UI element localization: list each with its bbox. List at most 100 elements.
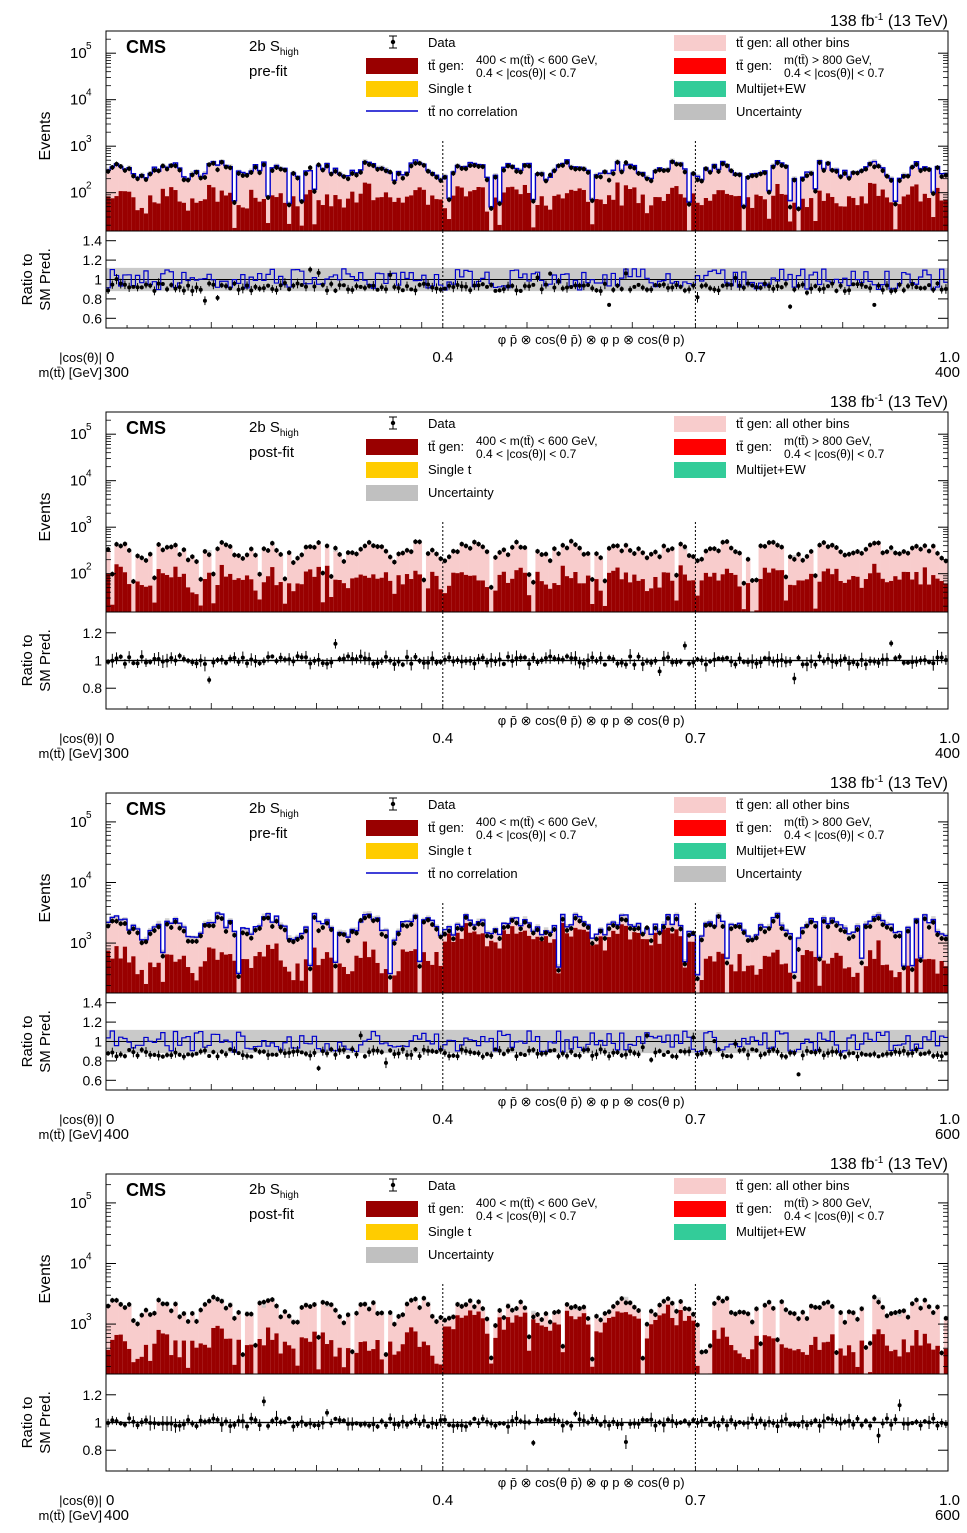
data-point — [325, 164, 329, 168]
data-point — [939, 936, 943, 940]
bin-ttbar-signal — [384, 572, 389, 617]
data-point — [114, 542, 118, 546]
data-point — [447, 198, 451, 202]
data-point — [805, 174, 809, 178]
y-tick-base: 10 — [70, 566, 87, 583]
data-point — [813, 189, 817, 193]
data-point — [249, 936, 253, 940]
data-point — [224, 929, 228, 933]
ratio-point — [190, 1053, 194, 1057]
bin-ttbar-signal — [460, 188, 465, 236]
data-point — [700, 179, 704, 183]
bin-ttbar-signal — [897, 580, 902, 617]
data-point — [304, 929, 308, 933]
energy-label: (13 TeV) — [883, 775, 948, 792]
bottom-label-cos: |cos(θ)| — [59, 731, 102, 746]
bin-ttbar-signal — [426, 588, 431, 617]
ratio-point — [594, 288, 598, 292]
bin-ttbar-signal — [809, 198, 814, 236]
ratio-point — [927, 660, 931, 664]
ratio-point — [140, 285, 144, 289]
bin-ttbar-signal — [375, 579, 380, 617]
ratio-point — [270, 654, 274, 658]
legend-extra: m(tt̄) > 800 GeV, — [784, 815, 872, 829]
data-point — [544, 179, 548, 183]
ratio-point — [397, 660, 401, 664]
legend-item-darkred: tt̄ gen:400 < m(tt̄) < 600 GeV,0.4 < |co… — [366, 815, 598, 842]
data-point — [144, 177, 148, 181]
bin-ttbar-signal — [333, 195, 338, 236]
bin-ttbar-signal — [165, 196, 170, 236]
ratio-point — [611, 657, 615, 661]
ratio-point — [434, 661, 438, 665]
data-point — [329, 574, 333, 578]
bin-ttbar-signal — [123, 572, 128, 617]
ratio-point — [401, 288, 405, 292]
data-point — [304, 171, 308, 175]
data-point — [721, 540, 725, 544]
bin-ttbar-signal — [851, 576, 856, 617]
category-label: 2b Shigh — [249, 419, 299, 439]
ratio-tick-label: 1.2 — [83, 625, 103, 641]
ratio-point — [371, 662, 375, 666]
bin-ttbar-signal — [767, 219, 772, 236]
ratio-point — [106, 289, 110, 293]
bin-ttbar-signal — [733, 575, 738, 617]
data-point — [283, 577, 287, 581]
data-point — [801, 558, 805, 562]
legend-label: Single t — [428, 843, 472, 858]
ratio-point — [775, 659, 779, 663]
data-point — [902, 549, 906, 553]
bin-ttbar-signal — [359, 958, 364, 998]
ratio-point — [287, 287, 291, 291]
legend-item-data: Data — [389, 797, 456, 812]
y-tick-base: 10 — [70, 185, 87, 202]
ratio-point — [460, 284, 464, 288]
ratio-point — [557, 657, 561, 661]
data-point — [291, 560, 295, 564]
data-point — [851, 934, 855, 938]
data-point — [177, 552, 181, 556]
bin-ttbar-signal — [750, 615, 755, 617]
data-point — [763, 171, 767, 175]
bin-ttbar-signal — [211, 603, 216, 617]
bin-ttbar-signal — [211, 187, 216, 236]
data-point — [590, 577, 594, 581]
data-point — [847, 176, 851, 180]
ratio-point — [186, 284, 190, 288]
data-point — [855, 171, 859, 175]
ratio-point — [224, 284, 228, 288]
data-point — [548, 558, 552, 562]
data-point — [691, 554, 695, 558]
ratio-point — [569, 656, 573, 660]
bin-ttbar-signal — [266, 576, 271, 617]
ratio-point — [506, 655, 510, 659]
bin-ttbar-signal — [919, 993, 924, 998]
ratio-point — [725, 283, 729, 287]
ratio-point — [157, 657, 161, 661]
ratio-point — [658, 283, 662, 287]
data-point — [737, 551, 741, 555]
legend-label: tt̄ gen: — [428, 439, 464, 454]
ratio-point — [573, 656, 577, 660]
data-point — [417, 161, 421, 165]
data-point — [371, 543, 375, 547]
data-point — [704, 923, 708, 927]
legend-extra: 0.4 < |cos(θ)| < 0.7 — [476, 828, 577, 842]
legend-extra: 0.4 < |cos(θ)| < 0.7 — [476, 66, 577, 80]
category-name: 2b S — [249, 419, 280, 436]
ratio-point — [721, 284, 725, 288]
ratio-point — [110, 1051, 114, 1055]
ratio-point — [586, 658, 590, 662]
data-point — [603, 936, 607, 940]
data-point — [889, 545, 893, 549]
ratio-point — [510, 659, 514, 663]
ratio-point — [182, 657, 186, 661]
ratio-point — [649, 661, 653, 665]
bin-ttbar-signal — [119, 958, 124, 998]
legend-item-nocorr: tt̄ no correlation — [366, 104, 518, 119]
ratio-point — [666, 655, 670, 659]
data-point — [359, 918, 363, 922]
ratio-point — [127, 1048, 131, 1052]
bin-ttbar-signal — [805, 950, 810, 998]
